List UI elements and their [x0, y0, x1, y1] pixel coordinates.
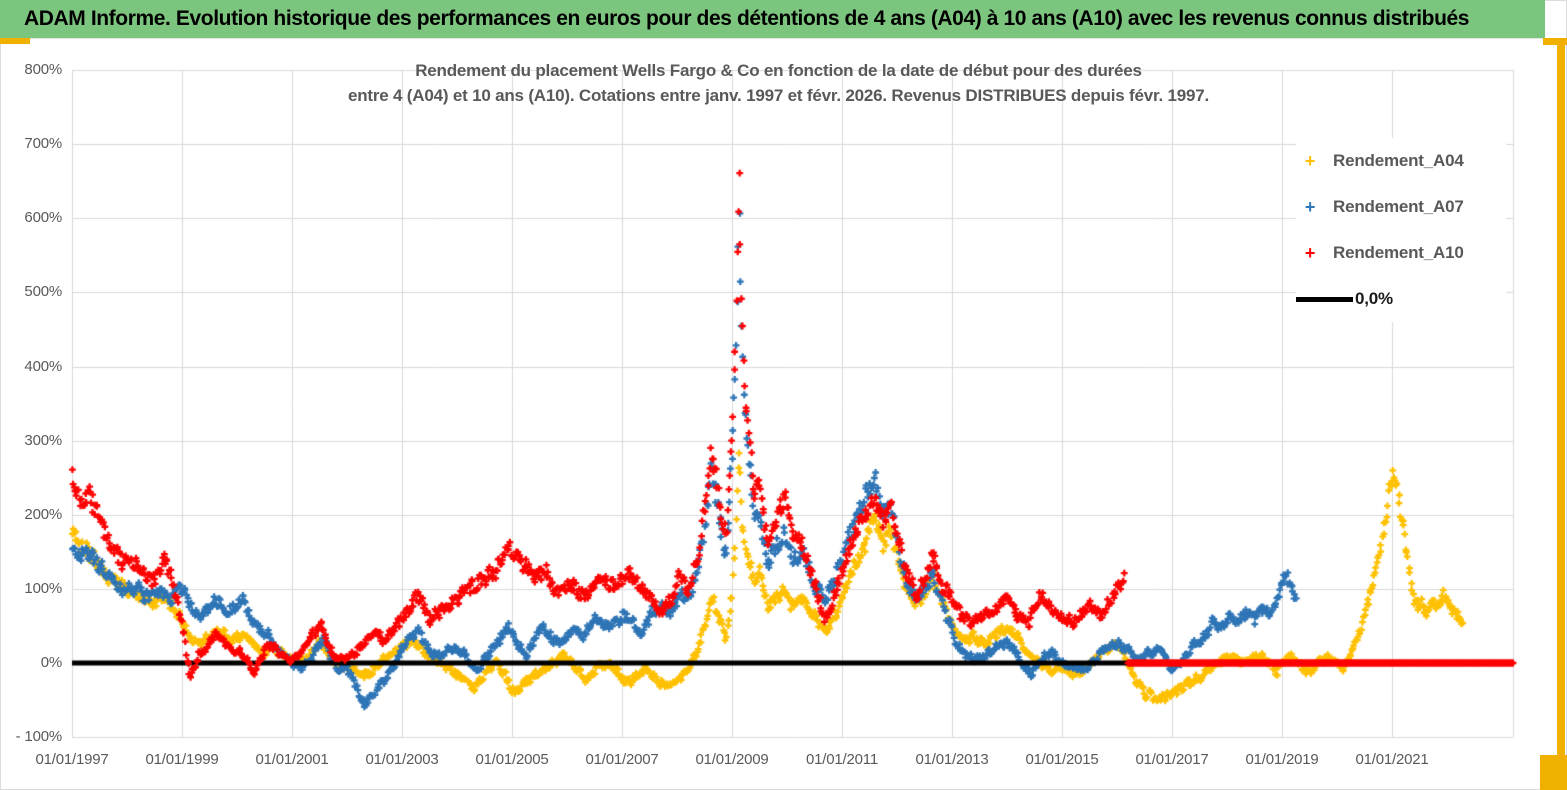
legend-item-rendement-a07: + Rendement_A07	[1296, 184, 1506, 230]
plus-marker-icon: +	[1304, 243, 1316, 263]
x-tick-label: 01/01/2021	[1355, 751, 1429, 768]
zero-line-icon	[1296, 296, 1353, 302]
legend-label: Rendement_A04	[1333, 151, 1464, 170]
plus-marker-icon: +	[1304, 151, 1316, 171]
y-tick-label: 400%	[24, 357, 62, 375]
y-tick-label: 800%	[24, 61, 62, 78]
x-tick-label: 01/01/2019	[1245, 751, 1319, 768]
y-tick-label: 100%	[24, 579, 62, 597]
x-tick-label: 01/01/2011	[806, 751, 878, 768]
x-tick-label: 01/01/1999	[145, 751, 219, 768]
x-tick-label: 01/01/2015	[1025, 751, 1099, 768]
legend-item-zero-line: 0,0%	[1296, 276, 1506, 322]
legend-label: Rendement_A10	[1333, 243, 1464, 262]
plus-marker-icon: +	[1304, 197, 1316, 217]
legend-label: Rendement_A07	[1333, 197, 1464, 216]
chart-legend: + Rendement_A04 + Rendement_A07 + Rendem…	[1296, 138, 1506, 322]
legend-item-rendement-a10: + Rendement_A10	[1296, 230, 1506, 276]
y-tick-label: 600%	[24, 209, 62, 227]
x-tick-label: 01/01/2007	[585, 751, 659, 768]
y-tick-label: 0%	[40, 654, 62, 671]
chart-title-line2: entre 4 (A04) et 10 ans (A10). Cotations…	[347, 86, 1210, 105]
legend-label: 0,0%	[1355, 289, 1393, 308]
header-bar: ADAM Informe. Evolution historique des p…	[0, 0, 1545, 39]
x-tick-label: 01/01/2001	[255, 751, 329, 768]
gold-frame-topleft	[0, 38, 30, 44]
x-tick-label: 01/01/2003	[365, 751, 439, 768]
y-tick-label: 500%	[24, 283, 62, 301]
x-tick-label: 01/01/2013	[915, 751, 989, 768]
y-tick-label: 700%	[24, 135, 62, 153]
gold-frame-topright	[1543, 38, 1567, 45]
x-tick-label: 01/01/2005	[475, 751, 549, 768]
chart-title-line1: Rendement du placement Wells Fargo & Co …	[415, 61, 1142, 80]
page-title: ADAM Informe. Evolution historique des p…	[24, 7, 1470, 30]
gold-frame-right	[1557, 38, 1565, 790]
gold-frame-bottomright	[1540, 755, 1567, 790]
x-tick-label: 01/01/2009	[695, 751, 769, 768]
y-tick-label: 200%	[24, 505, 62, 523]
y-tick-label: - 100%	[15, 728, 63, 746]
legend-item-rendement-a04: + Rendement_A04	[1296, 138, 1506, 184]
y-tick-label: 300%	[24, 431, 62, 449]
x-tick-label: 01/01/2017	[1135, 751, 1209, 768]
x-tick-label: 01/01/1997	[35, 751, 109, 768]
